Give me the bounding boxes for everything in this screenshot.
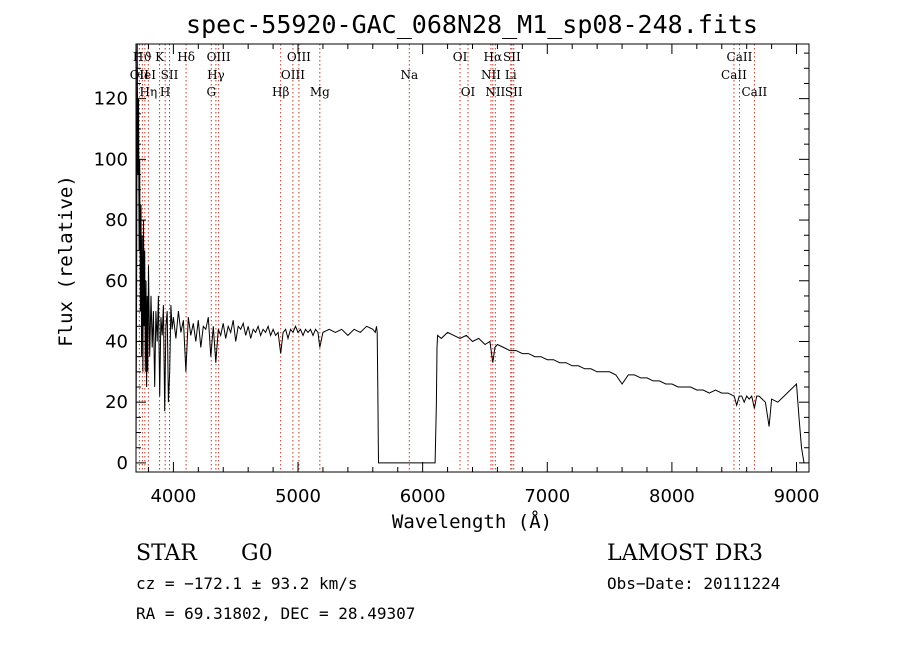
object-class: STAR xyxy=(136,541,198,566)
x-tick-label: 4000 xyxy=(150,486,196,507)
line-marker-label: Hβ xyxy=(272,85,289,99)
y-tick-label: 40 xyxy=(105,331,128,352)
line-marker-label: NII xyxy=(485,85,505,99)
y-tick-label: 60 xyxy=(105,271,128,292)
line-marker-label: Mg xyxy=(310,85,330,99)
y-tick-label: 100 xyxy=(94,149,128,170)
line-marker-label: SII xyxy=(503,50,521,64)
line-marker-label: CaII xyxy=(721,68,747,82)
plot-frame xyxy=(135,43,810,473)
line-marker-label: Na xyxy=(400,68,418,82)
x-tick-label: 7000 xyxy=(524,486,570,507)
y-tick-label: 0 xyxy=(117,453,128,474)
line-marker-label: CaII xyxy=(741,85,767,99)
line-marker-label: SII xyxy=(505,85,523,99)
line-marker-label: K xyxy=(155,50,165,64)
line-marker-label: OI xyxy=(453,50,468,64)
line-marker-label: Hγ xyxy=(207,68,225,82)
x-tick-label: 5000 xyxy=(275,486,321,507)
line-marker-label: OIII xyxy=(207,50,231,64)
line-marker-label: Hα xyxy=(484,50,503,64)
coordinates: RA = 69.31802, DEC = 28.49307 xyxy=(136,604,415,623)
line-marker-label: Li xyxy=(505,68,517,82)
line-marker-label: H xyxy=(160,85,170,99)
line-marker-label: Hη xyxy=(140,85,158,99)
x-axis-ticks: 4000 5000 6000 7000 8000 9000 xyxy=(147,44,820,507)
x-tick-label: 6000 xyxy=(400,486,446,507)
chart-title: spec-55920-GAC_068N28_M1_sp08-248.fits xyxy=(186,10,758,39)
spectrum-line xyxy=(135,43,805,464)
y-tick-label: 120 xyxy=(94,89,128,110)
observation-date: Obs−Date: 20111224 xyxy=(607,574,780,593)
line-marker-label: Hδ xyxy=(177,50,195,64)
line-marker-label: CaII xyxy=(727,50,753,64)
line-marker-label: HeI xyxy=(134,68,157,82)
y-tick-label: 80 xyxy=(105,210,128,231)
y-axis-label: Flux (relative) xyxy=(55,175,77,347)
survey-name: LAMOST DR3 xyxy=(607,541,763,566)
x-tick-label: 8000 xyxy=(649,486,695,507)
line-marker-label: G xyxy=(206,85,216,99)
line-marker-label: OI xyxy=(461,85,476,99)
line-marker-label: OIII xyxy=(281,68,305,82)
line-marker-label: NII xyxy=(481,68,501,82)
line-marker-label: OII xyxy=(130,68,150,82)
redshift-velocity: cz = −172.1 ± 93.2 km/s xyxy=(136,574,358,593)
line-marker-group xyxy=(138,44,755,472)
object-subclass: G0 xyxy=(241,541,273,566)
y-tick-label: 20 xyxy=(105,392,128,413)
line-marker-label: OIII xyxy=(287,50,311,64)
x-axis-label: Wavelength (Å) xyxy=(392,510,552,533)
y-axis-ticks: 0 20 40 60 80 100 120 xyxy=(94,52,809,474)
line-marker-label: SII xyxy=(161,68,179,82)
line-marker-labels: OIIHϑHeIHηKHSIIHδGHγOIIIHβOIIIOIIIMgNaOI… xyxy=(130,50,768,99)
x-tick-label: 9000 xyxy=(774,486,820,507)
